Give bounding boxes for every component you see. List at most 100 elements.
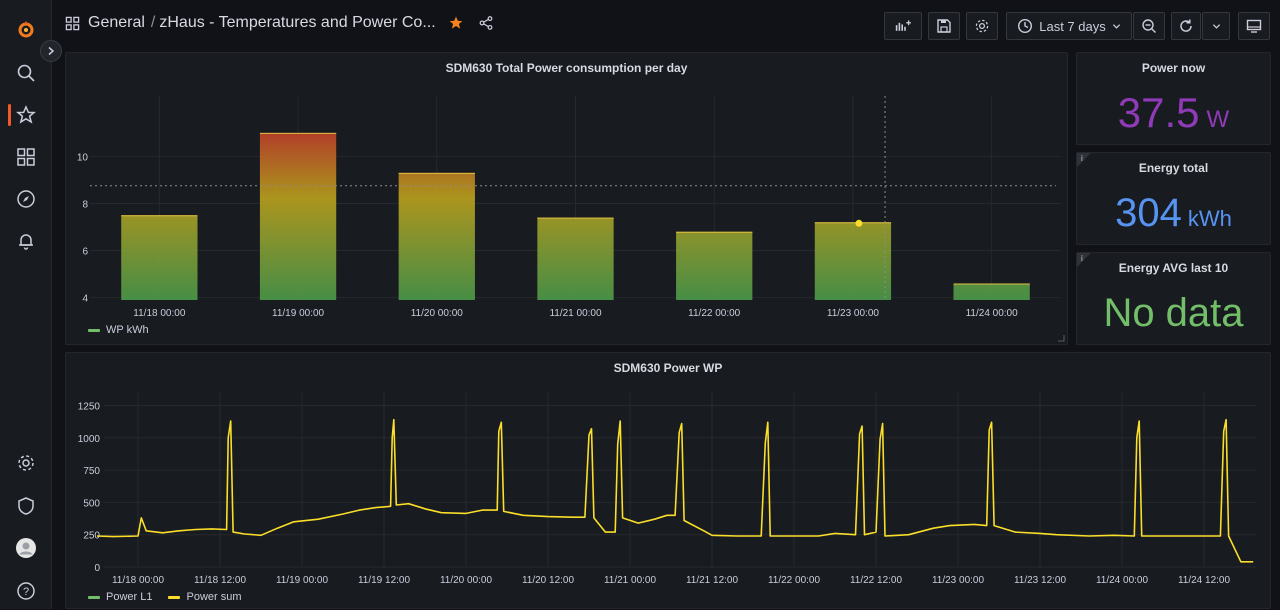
help-icon[interactable]: ? [0, 576, 51, 606]
time-range-picker[interactable]: Last 7 days [1006, 12, 1132, 40]
refresh-button[interactable] [1171, 12, 1201, 40]
legend-label: WP kWh [106, 324, 149, 336]
y-tick-label: 750 [83, 466, 100, 477]
stat-number: 304 [1115, 191, 1182, 235]
y-tick-label: 500 [83, 498, 100, 509]
line-chart-panel[interactable]: SDM630 Power WP 0 250 500 750 1000 1250 11/18 … [65, 352, 1271, 609]
stat-value: 304 kWh [1077, 191, 1270, 236]
y-tick-label: 0 [94, 563, 100, 574]
resize-handle-icon[interactable] [1057, 334, 1065, 342]
stat-value: 37.5 W [1077, 89, 1270, 137]
x-tick-label: 11/22 00:00 [688, 308, 741, 319]
legend-label: Power L1 [106, 591, 153, 603]
x-tick-label: 11/20 00:00 [411, 308, 464, 319]
line-chart[interactable]: 0 250 500 750 1000 1250 11/18 00:00 11/18 12:00… [66, 353, 1272, 610]
series-line [96, 418, 1254, 563]
time-range-label: Last 7 days [1039, 18, 1106, 34]
hover-point [855, 219, 863, 227]
info-icon[interactable]: i [1081, 254, 1083, 263]
stat-panel-energy-avg[interactable]: i Energy AVG last 10 No data [1076, 252, 1271, 345]
info-icon[interactable]: i [1081, 154, 1083, 163]
sidebar: ? [0, 0, 52, 609]
y-tick-label: 1250 [78, 401, 101, 412]
legend-item[interactable]: Power sum [168, 591, 242, 603]
search-icon[interactable] [0, 58, 51, 88]
panel-title: SDM630 Total Power consumption per day [445, 61, 688, 75]
y-tick-label: 1000 [78, 434, 101, 445]
legend-label: Power sum [186, 591, 242, 603]
star-icon[interactable] [448, 15, 464, 31]
stat-panel-energy-total[interactable]: i Energy total 304 kWh [1076, 152, 1271, 245]
stat-unit: kWh [1187, 206, 1232, 231]
tv-mode-button[interactable] [1238, 12, 1270, 40]
bar [814, 222, 892, 300]
legend-swatch [88, 328, 100, 332]
clock-icon [1018, 18, 1033, 34]
top-bar: General / zHaus - Temperatures and Power… [51, 0, 1280, 52]
bar [259, 132, 337, 300]
breadcrumb-separator: / [150, 14, 156, 31]
alerting-icon[interactable] [0, 226, 51, 256]
y-tick-label: 6 [82, 247, 88, 258]
refresh-interval-dropdown[interactable] [1202, 12, 1230, 40]
explore-icon[interactable] [0, 184, 51, 214]
bar [953, 283, 1030, 300]
save-dashboard-button[interactable] [928, 12, 960, 40]
x-tick-label: 11/24 00:00 [1096, 575, 1149, 586]
panel-info-corner [1077, 253, 1091, 267]
svg-text:?: ? [22, 586, 28, 598]
avatar[interactable] [0, 533, 51, 563]
dashboards-icon[interactable] [0, 142, 51, 172]
bar-legend: WP kWh [88, 324, 149, 336]
x-tick-label: 11/20 12:00 [522, 575, 575, 586]
legend-item[interactable]: Power L1 [88, 591, 152, 603]
refresh-icon [1180, 19, 1192, 32]
legend-swatch [88, 595, 100, 599]
stat-title: Energy total [1138, 161, 1209, 175]
x-tick-label: 11/18 00:00 [112, 575, 165, 586]
legend-swatch [168, 595, 181, 599]
add-panel-button[interactable] [884, 12, 922, 40]
dashboard-title[interactable]: zHaus - Temperatures and Power Co... [159, 14, 436, 31]
x-tick-label: 11/19 12:00 [358, 575, 411, 586]
legend-item[interactable]: WP kWh [88, 324, 149, 336]
shield-icon[interactable] [0, 491, 51, 521]
zoom-out-icon [1142, 19, 1156, 33]
bar-chart[interactable]: 4 6 8 10 11/18 00:00 11/19 00:00 11/20 00:00 11… [66, 53, 1069, 346]
stat-unit: W [1206, 106, 1230, 133]
zoom-out-button[interactable] [1133, 12, 1165, 40]
dashboard-settings-button[interactable] [966, 12, 998, 40]
bar-chart-panel[interactable]: SDM630 Total Power consumption per day 4… [65, 52, 1068, 345]
stat-number: 37.5 [1117, 89, 1200, 136]
x-tick-label: 11/19 00:00 [276, 575, 329, 586]
monitor-icon [1246, 19, 1262, 33]
panel-title: SDM630 Power WP [613, 361, 723, 375]
save-icon [937, 19, 951, 33]
settings-icon[interactable] [0, 448, 51, 478]
chevron-down-icon [1212, 23, 1220, 29]
x-tick-label: 11/18 12:00 [194, 575, 247, 586]
x-tick-label: 11/24 00:00 [966, 308, 1019, 319]
x-tick-label: 11/18 00:00 [133, 308, 186, 319]
breadcrumb: General / zHaus - Temperatures and Power… [65, 14, 494, 32]
stat-title: Energy AVG last 10 [1118, 261, 1229, 275]
share-icon[interactable] [478, 15, 494, 31]
x-tick-label: 11/23 12:00 [1014, 575, 1067, 586]
x-tick-label: 11/19 00:00 [272, 308, 325, 319]
breadcrumb-folder[interactable]: General [88, 14, 145, 31]
chevron-down-icon [1112, 23, 1120, 29]
star-icon[interactable] [0, 100, 51, 130]
y-tick-label: 8 [82, 199, 88, 210]
stat-panel-power-now[interactable]: Power now 37.5 W [1076, 52, 1271, 145]
bar [121, 215, 198, 300]
x-tick-label: 11/23 00:00 [827, 308, 880, 319]
x-tick-label: 11/23 00:00 [932, 575, 985, 586]
line-legend: Power L1 Power sum [88, 591, 242, 603]
stat-value: No data [1077, 291, 1270, 336]
bar [537, 217, 614, 300]
add-panel-icon [895, 20, 911, 31]
x-tick-label: 11/22 00:00 [768, 575, 821, 586]
chevron-right-icon [48, 46, 55, 56]
grafana-logo-icon[interactable] [0, 14, 51, 44]
expand-sidebar-button[interactable] [40, 40, 62, 62]
